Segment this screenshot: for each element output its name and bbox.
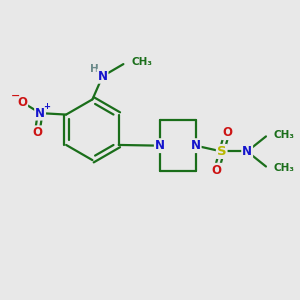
Text: N: N: [155, 139, 165, 152]
Text: N: N: [191, 139, 201, 152]
Text: −: −: [11, 92, 20, 101]
Text: CH₃: CH₃: [273, 163, 294, 173]
Text: N: N: [35, 106, 45, 120]
Text: N: N: [98, 70, 108, 83]
Text: CH₃: CH₃: [131, 57, 152, 67]
Text: O: O: [32, 126, 42, 139]
Text: O: O: [212, 164, 221, 177]
Text: +: +: [43, 102, 50, 111]
Text: O: O: [222, 126, 232, 139]
Text: O: O: [17, 96, 27, 109]
Text: H: H: [90, 64, 99, 74]
Text: CH₃: CH₃: [273, 130, 294, 140]
Text: N: N: [242, 145, 252, 158]
Text: S: S: [217, 145, 226, 158]
